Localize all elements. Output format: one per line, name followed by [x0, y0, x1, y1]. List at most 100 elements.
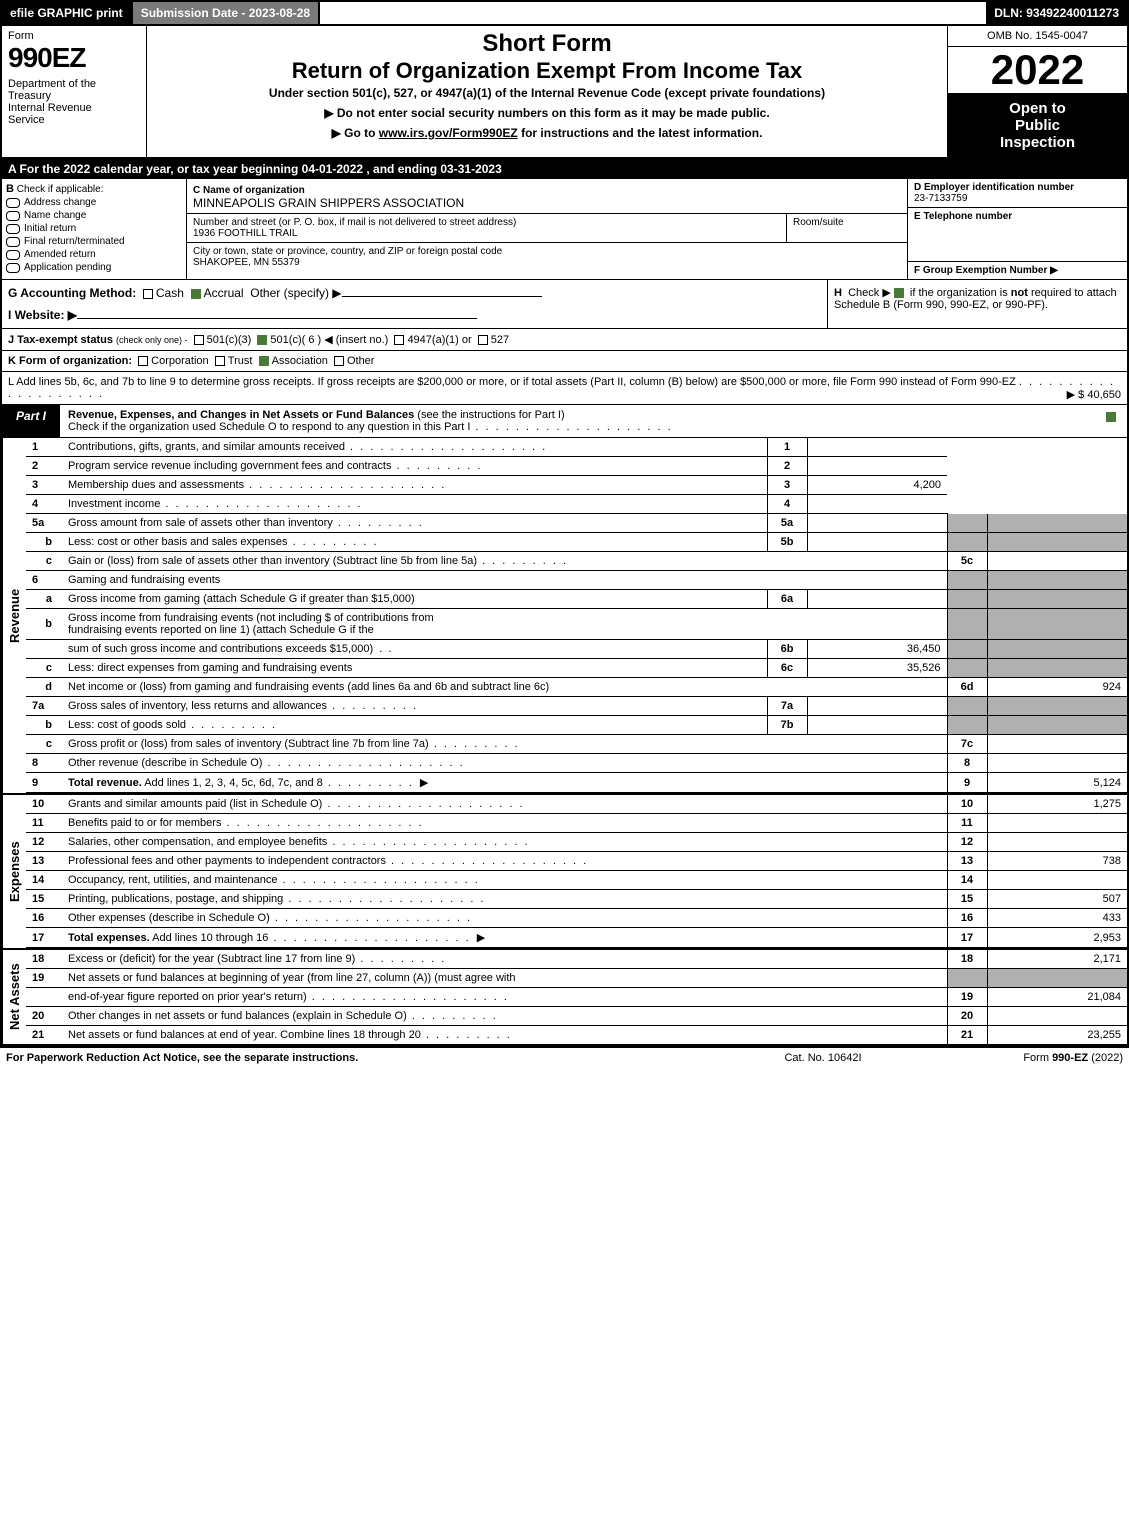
line-20: 20Other changes in net assets or fund ba… [26, 1007, 1127, 1026]
col-val [987, 754, 1127, 773]
line-desc: Gross income from fundraising events (no… [62, 609, 947, 640]
col-label: 7c [947, 735, 987, 754]
chk-trust[interactable] [215, 356, 225, 366]
line-13: 13Professional fees and other payments t… [26, 852, 1127, 871]
opt-assoc: Association [272, 355, 328, 367]
line-9: 9Total revenue. Add lines 1, 2, 3, 4, 5c… [26, 773, 1127, 793]
line-desc: end-of-year figure reported on prior yea… [62, 988, 947, 1007]
line-no: c [26, 659, 62, 678]
chk-label: Final return/terminated [24, 236, 125, 247]
checkbox-h[interactable] [894, 288, 904, 298]
line-no: 4 [26, 495, 62, 514]
line-desc: Salaries, other compensation, and employ… [62, 833, 947, 852]
col-val [987, 814, 1127, 833]
line-desc: Program service revenue including govern… [62, 457, 767, 476]
expenses-side-label: Expenses [2, 795, 26, 948]
form-header: Form 990EZ Department of theTreasuryInte… [0, 26, 1129, 159]
note-ssn: ▶ Do not enter social security numbers o… [155, 106, 939, 120]
i-label: I Website: ▶ [8, 308, 77, 322]
dots [268, 932, 470, 944]
form-title: Return of Organization Exempt From Incom… [155, 58, 939, 84]
opt-corp: Corporation [151, 355, 208, 367]
irs-link[interactable]: www.irs.gov/Form990EZ [379, 126, 518, 140]
col-shaded [947, 533, 987, 552]
line-desc: Gross amount from sale of assets other t… [62, 514, 767, 533]
col-val [807, 457, 947, 476]
chk-4947[interactable] [394, 335, 404, 345]
line-no: 13 [26, 852, 62, 871]
col-label: 6d [947, 678, 987, 697]
check-initial-return[interactable]: Initial return [6, 223, 182, 234]
accrual-label: Accrual [204, 286, 244, 300]
line-desc: Less: cost or other basis and sales expe… [62, 533, 767, 552]
line-desc: Contributions, gifts, grants, and simila… [62, 438, 767, 457]
part1-rest: (see the instructions for Part I) [414, 409, 564, 421]
header-left: Form 990EZ Department of theTreasuryInte… [2, 26, 147, 157]
h-label: H [834, 287, 842, 299]
check-final-return[interactable]: Final return/terminated [6, 236, 182, 247]
line-6d: dNet income or (loss) from gaming and fu… [26, 678, 1127, 697]
col-val [987, 871, 1127, 890]
checkbox-accrual[interactable] [191, 289, 201, 299]
col-shaded [947, 609, 987, 640]
chk-assoc[interactable] [259, 356, 269, 366]
line-desc: Net assets or fund balances at beginning… [62, 969, 947, 988]
chk-other[interactable] [334, 356, 344, 366]
mini-label: 5b [767, 533, 807, 552]
chk-501c[interactable] [257, 335, 267, 345]
city-value: SHAKOPEE, MN 55379 [193, 257, 300, 268]
chk-501c3[interactable] [194, 335, 204, 345]
col-shaded [987, 697, 1127, 716]
line-19-1: 19Net assets or fund balances at beginni… [26, 969, 1127, 988]
chk-527[interactable] [478, 335, 488, 345]
h-text: if the organization is [907, 287, 1011, 299]
desc-text: Printing, publications, postage, and shi… [68, 893, 283, 905]
checkbox-cash[interactable] [143, 289, 153, 299]
col-shaded [947, 697, 987, 716]
checkbox-icon [6, 263, 20, 273]
expenses-table: 10Grants and similar amounts paid (list … [26, 795, 1127, 948]
line-desc: Net income or (loss) from gaming and fun… [62, 678, 947, 697]
dots [327, 700, 418, 712]
revenue-table: 1Contributions, gifts, grants, and simil… [26, 438, 1127, 793]
address-row: Number and street (or P. O. box, if mail… [187, 214, 907, 243]
col-label: 17 [947, 928, 987, 948]
col-shaded [987, 533, 1127, 552]
desc-text: Gross sales of inventory, less returns a… [68, 700, 327, 712]
col-val [987, 1007, 1127, 1026]
line-desc: Gross sales of inventory, less returns a… [62, 697, 767, 716]
line-no [26, 640, 62, 659]
mini-val [807, 716, 947, 735]
h-not: not [1011, 287, 1028, 299]
col-val: 4,200 [807, 476, 947, 495]
desc-text: Other expenses (describe in Schedule O) [68, 912, 270, 924]
line-desc: Professional fees and other payments to … [62, 852, 947, 871]
chk-corp[interactable] [138, 356, 148, 366]
dln-label: DLN: 93492240011273 [986, 2, 1127, 24]
desc-text: Less: cost or other basis and sales expe… [68, 536, 288, 548]
check-name-change[interactable]: Name change [6, 210, 182, 221]
check-application-pending[interactable]: Application pending [6, 262, 182, 273]
mini-val: 36,450 [807, 640, 947, 659]
line-desc: sum of such gross income and contributio… [62, 640, 767, 659]
street-label: Number and street (or P. O. box, if mail… [193, 217, 516, 228]
city-row: City or town, state or province, country… [187, 243, 907, 271]
part1-endcheck [1098, 405, 1127, 437]
room-cell: Room/suite [787, 214, 907, 242]
check-amended-return[interactable]: Amended return [6, 249, 182, 260]
checkbox-icon [6, 198, 20, 208]
city-label: City or town, state or province, country… [193, 246, 502, 257]
line-desc: Total revenue. Add lines 1, 2, 3, 4, 5c,… [62, 773, 947, 793]
col-val: 21,084 [987, 988, 1127, 1007]
l-amount: ▶ $ 40,650 [1067, 388, 1121, 401]
check-address-change[interactable]: Address change [6, 197, 182, 208]
checkbox-schedule-o[interactable] [1106, 412, 1116, 422]
col-val: 507 [987, 890, 1127, 909]
line-no: 17 [26, 928, 62, 948]
dots [421, 1029, 512, 1041]
line-no: b [26, 716, 62, 735]
desc-text: Other changes in net assets or fund bala… [68, 1010, 407, 1022]
j-sub: (check only one) - [116, 335, 188, 345]
e-label: E Telephone number [914, 211, 1012, 222]
col-label: 9 [947, 773, 987, 793]
